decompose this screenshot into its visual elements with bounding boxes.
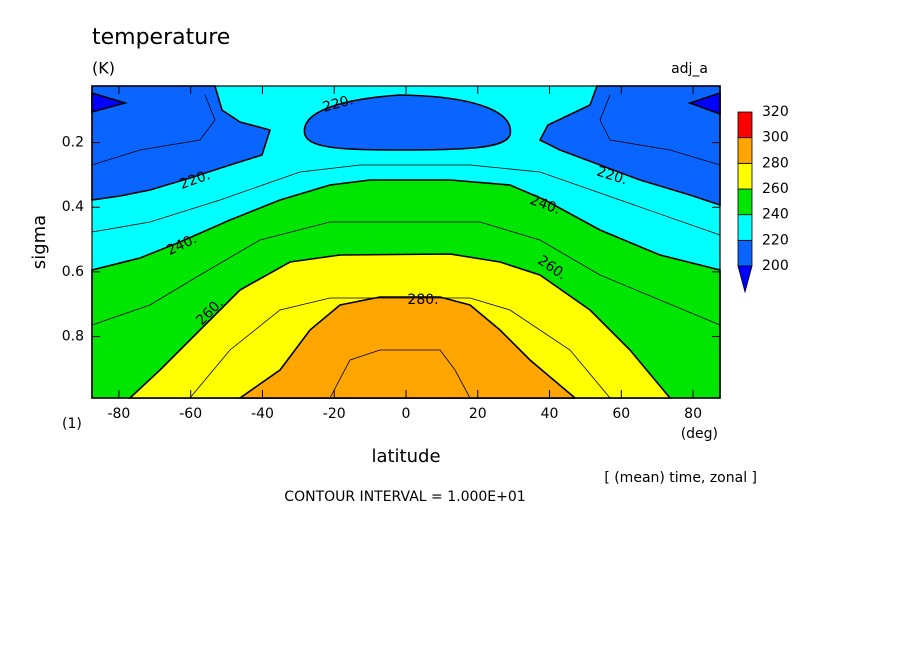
y-axis-label: sigma — [29, 215, 50, 269]
x-axis-label: latitude — [371, 446, 440, 467]
contour-interval: CONTOUR INTERVAL = 1.000E+01 — [284, 489, 525, 505]
colorbar-box — [737, 214, 753, 241]
x-tick-label: -60 — [179, 406, 202, 422]
y-tick-label: 0.2 — [62, 135, 84, 151]
colorbar-label: 260 — [762, 181, 789, 197]
x-tick-label: 60 — [612, 406, 630, 422]
units: (K) — [92, 59, 115, 78]
run-label: adj_a — [671, 61, 708, 77]
x-tick-label: 0 — [402, 406, 411, 422]
colorbar-box — [737, 111, 753, 139]
colorbar-box — [737, 239, 753, 267]
colorbar-label: 280 — [762, 155, 789, 171]
contour-label: 280. — [407, 292, 438, 308]
colorbar-label: 200 — [762, 258, 789, 274]
colorbar-box — [737, 188, 753, 216]
x-units: (deg) — [681, 426, 718, 442]
colorbar-extension — [737, 265, 753, 294]
x-tick-label: -40 — [251, 406, 274, 422]
contour-line — [599, 94, 721, 166]
x-tick-label: -20 — [323, 406, 346, 422]
band-fill — [303, 94, 512, 151]
x-tick-label: 40 — [541, 406, 559, 422]
contour-label: 220. — [321, 92, 355, 116]
colorbar-label: 240 — [762, 207, 789, 223]
colorbar-label: 300 — [762, 130, 789, 146]
colorbar-box — [737, 137, 753, 164]
contour-line — [189, 297, 611, 399]
colorbar-label: 220 — [762, 232, 789, 248]
y-units: (1) — [62, 416, 82, 432]
chart-title: temperature — [92, 25, 230, 50]
contour-line — [91, 221, 721, 326]
contour-line — [329, 349, 471, 399]
contour-line — [91, 94, 216, 166]
y-tick-label: 0.4 — [62, 199, 84, 215]
contour-fill — [91, 85, 721, 399]
colorbar-label: 320 — [762, 104, 789, 120]
y-tick-label: 0.6 — [62, 264, 84, 280]
note: [ (mean) time, zonal ] — [604, 470, 757, 486]
x-tick-label: 20 — [469, 406, 487, 422]
colorbar-box — [737, 162, 753, 190]
x-tick-label: 80 — [684, 406, 702, 422]
contour-line — [91, 164, 721, 236]
band-fill — [237, 296, 578, 399]
x-tick-label: -80 — [107, 406, 130, 422]
y-tick-label: 0.8 — [62, 329, 84, 345]
